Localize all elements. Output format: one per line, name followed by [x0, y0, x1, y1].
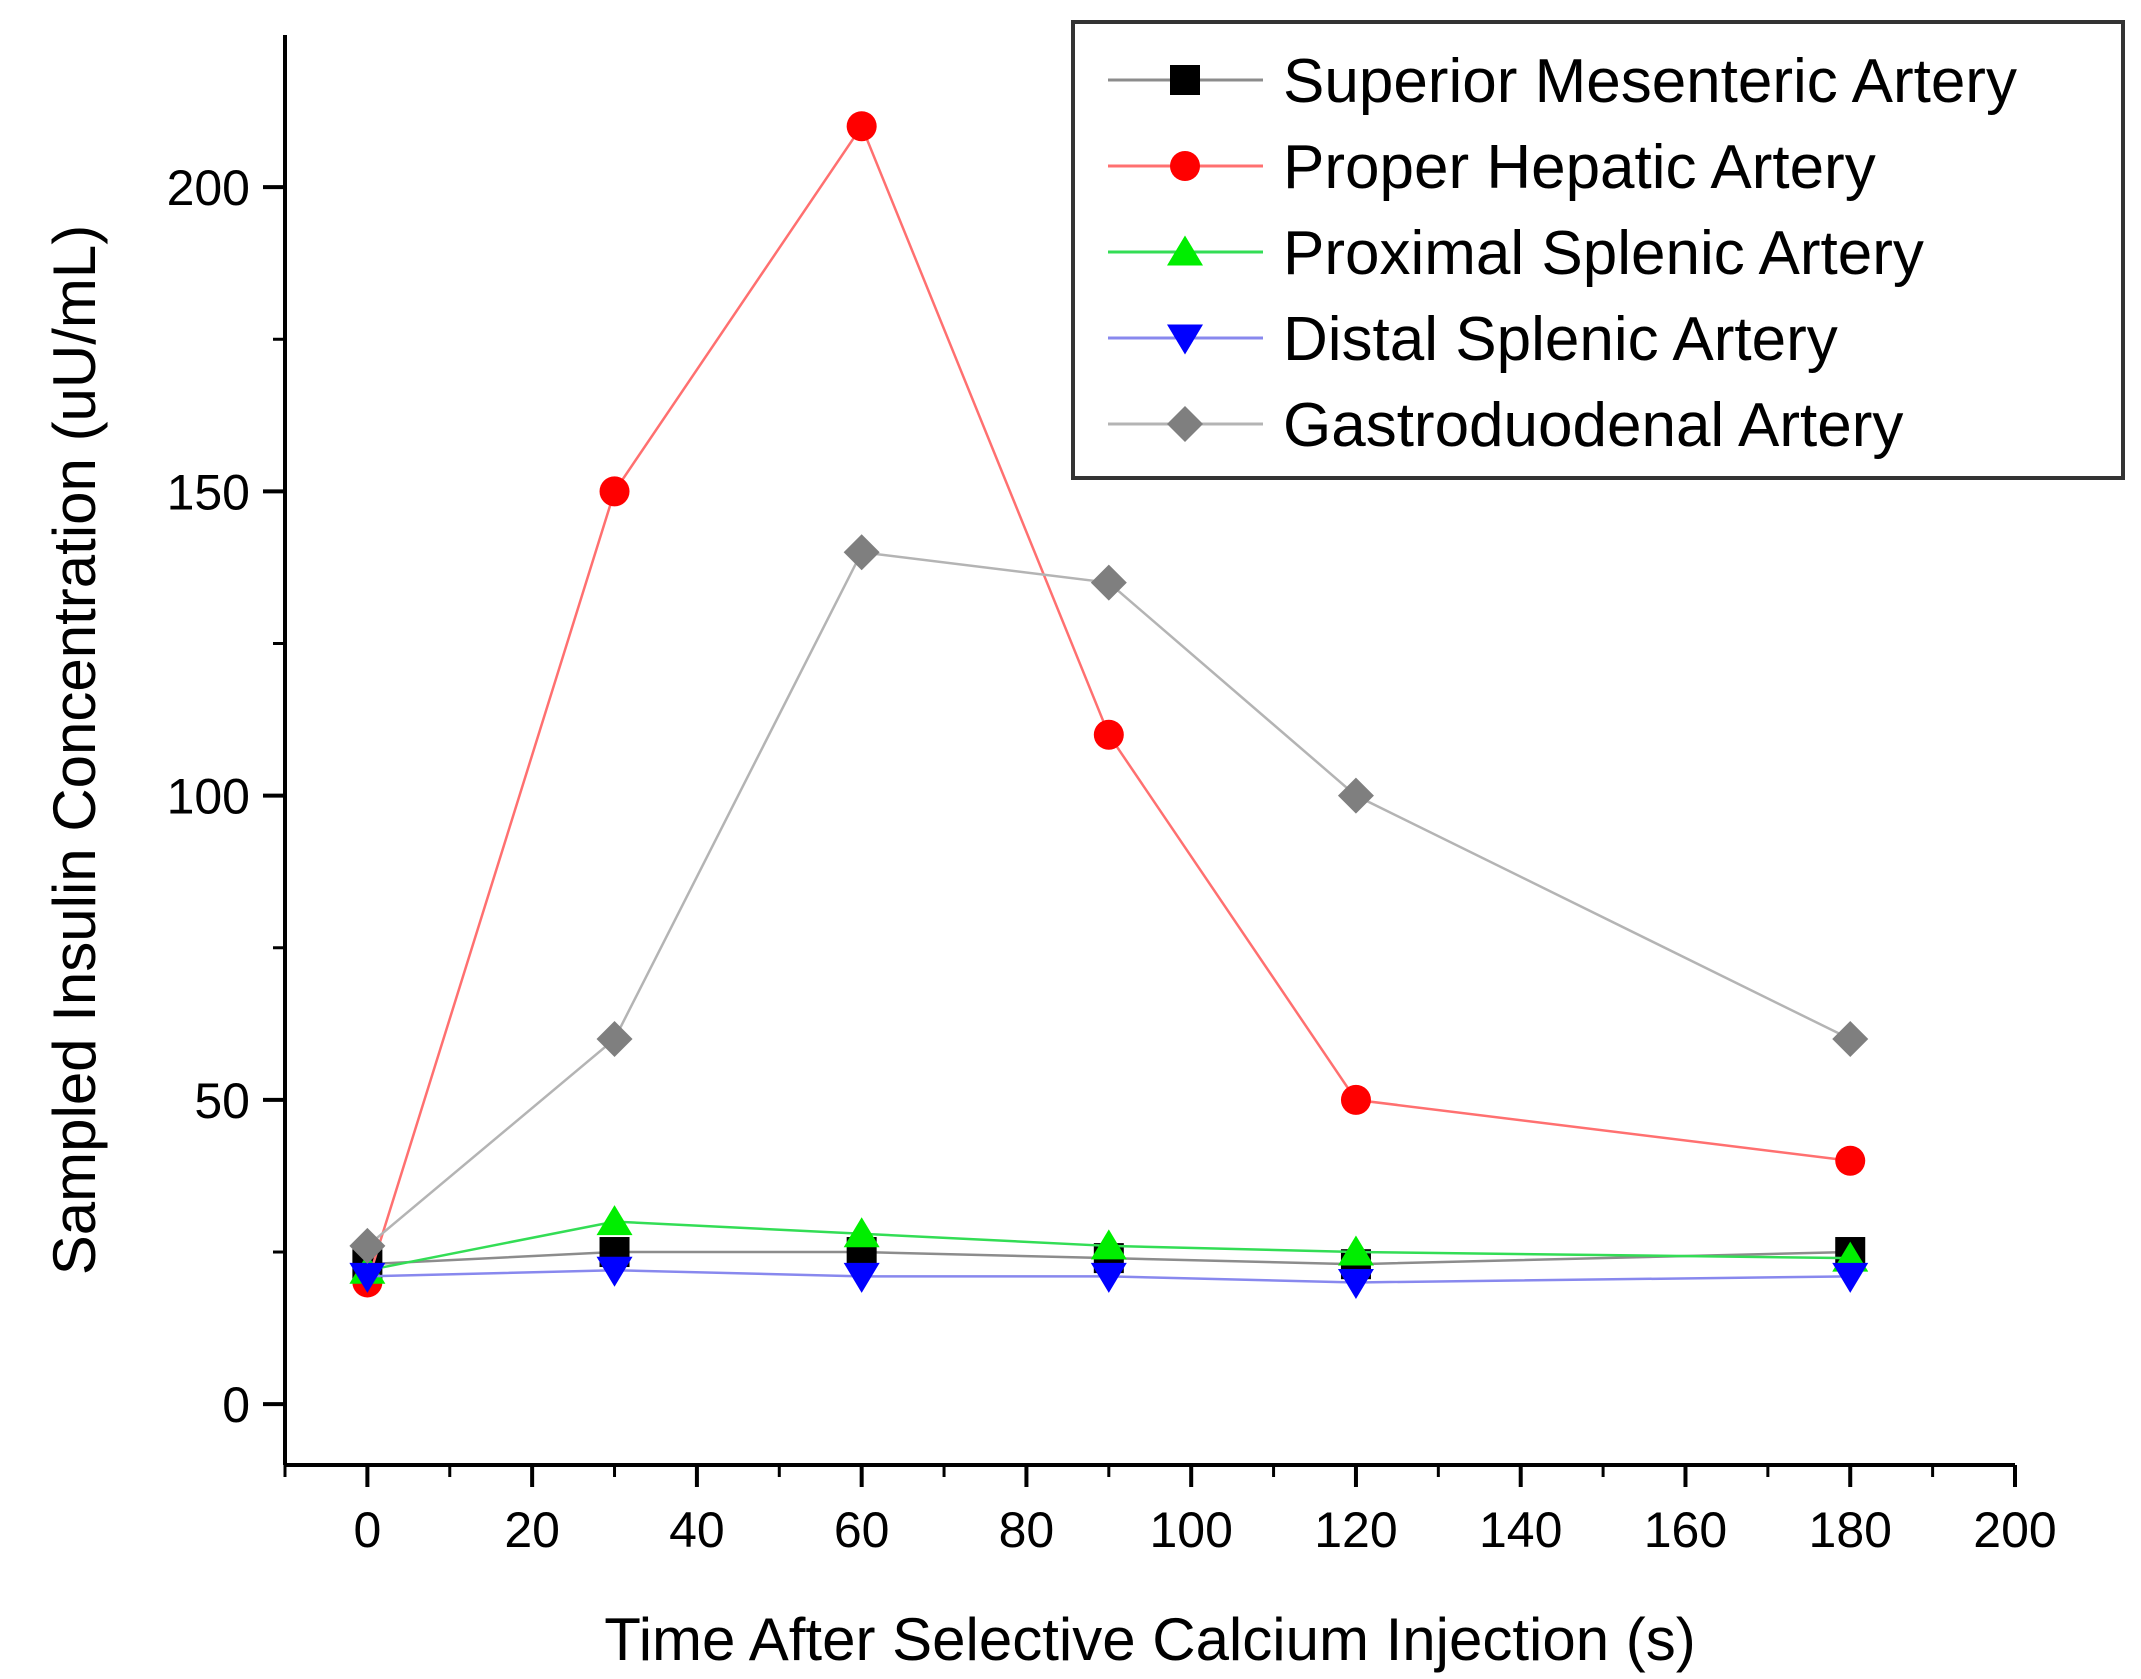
legend-item: Distal Splenic Artery	[1108, 305, 1838, 374]
y-tick-label: 150	[167, 464, 250, 520]
legend-label: Proximal Splenic Artery	[1283, 219, 1924, 288]
legend-label: Gastroduodenal Artery	[1283, 391, 1903, 460]
series-group	[349, 111, 1869, 1299]
x-tick-label: 0	[353, 1502, 381, 1558]
data-point	[596, 1021, 633, 1058]
data-point	[1832, 1021, 1869, 1058]
y-tick-label: 0	[222, 1377, 250, 1433]
x-tick-label: 20	[504, 1502, 560, 1558]
y-tick-label: 100	[167, 769, 250, 825]
data-point	[843, 534, 880, 571]
data-point	[1835, 1145, 1866, 1176]
legend-label: Distal Splenic Artery	[1283, 305, 1838, 374]
x-axis-title: Time After Selective Calcium Injection (…	[604, 1606, 1695, 1673]
x-tick-label: 160	[1644, 1502, 1727, 1558]
legend-item: Gastroduodenal Artery	[1108, 391, 1903, 460]
data-point	[349, 1262, 386, 1293]
series-line	[367, 1250, 1851, 1266]
legend: Superior Mesenteric Artery Proper Hepatic…	[1071, 20, 2125, 480]
data-point	[1090, 1229, 1127, 1260]
legend-item: Proper Hepatic Artery	[1108, 133, 1876, 202]
data-point	[1093, 719, 1124, 750]
series-line	[366, 550, 1851, 1247]
data-point	[596, 1256, 633, 1287]
data-point	[1090, 1262, 1127, 1293]
legend-swatch-marker	[1167, 235, 1203, 266]
x-tick-label: 80	[999, 1502, 1055, 1558]
series-3	[349, 1256, 1869, 1299]
legend-item: Proximal Splenic Artery	[1108, 219, 1924, 288]
y-tick-label: 50	[194, 1073, 250, 1129]
legend-label: Proper Hepatic Artery	[1283, 133, 1876, 202]
x-tick-label: 200	[1973, 1502, 2056, 1558]
legend-label: Superior Mesenteric Artery	[1283, 47, 2017, 116]
data-point	[843, 1262, 880, 1293]
x-tick-label: 60	[834, 1502, 890, 1558]
y-tick-label: 200	[167, 160, 250, 216]
legend-swatch-marker	[1170, 65, 1200, 95]
data-point	[1337, 1268, 1374, 1299]
x-tick-label: 40	[669, 1502, 725, 1558]
series-line	[367, 1269, 1851, 1284]
legend-swatch-marker	[1167, 324, 1203, 355]
data-point	[1337, 777, 1374, 814]
legend-box	[1071, 20, 2125, 480]
y-axis-title: Sampled Insulin Concentration (uU/mL)	[41, 225, 108, 1276]
data-point	[599, 476, 630, 507]
data-point	[843, 1217, 880, 1248]
legend-item: Superior Mesenteric Artery	[1108, 47, 2017, 116]
x-tick-label: 140	[1479, 1502, 1562, 1558]
data-point	[846, 111, 877, 142]
x-tick-label: 180	[1809, 1502, 1892, 1558]
x-tick-label: 100	[1149, 1502, 1232, 1558]
x-tick-label: 120	[1314, 1502, 1397, 1558]
data-point	[1090, 564, 1127, 601]
axes-group: Time After Selective Calcium Injection (…	[41, 35, 2057, 1673]
data-point	[1340, 1084, 1371, 1115]
legend-swatch-marker	[1167, 406, 1203, 442]
series-line	[367, 1220, 1851, 1272]
series-line	[366, 123, 1851, 1283]
data-point	[1337, 1235, 1374, 1266]
data-point	[1832, 1262, 1869, 1293]
series-4	[349, 534, 1869, 1264]
data-point	[349, 1227, 386, 1264]
legend-swatch-marker	[1170, 151, 1200, 181]
data-point	[596, 1205, 633, 1236]
